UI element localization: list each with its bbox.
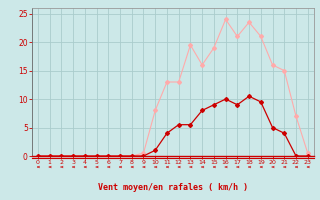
Text: Vent moyen/en rafales ( km/h ): Vent moyen/en rafales ( km/h ): [98, 183, 248, 192]
